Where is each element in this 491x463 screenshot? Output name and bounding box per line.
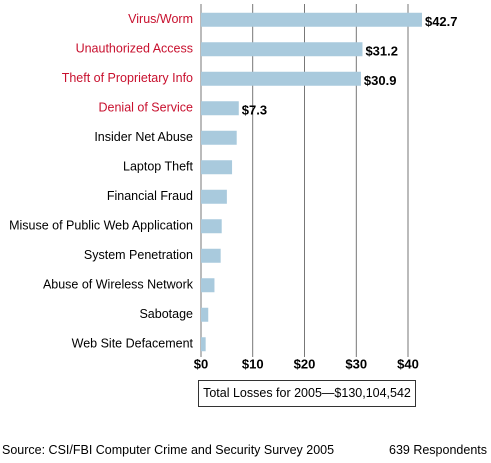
- respondents-count: 639 Respondents: [389, 443, 487, 457]
- category-label: System Penetration: [84, 248, 193, 262]
- bar: [201, 130, 237, 145]
- category-label: Insider Net Abuse: [94, 130, 193, 144]
- bar: [201, 12, 422, 27]
- data-label: $31.2: [365, 44, 398, 59]
- bar: [201, 307, 209, 322]
- data-label: $42.7: [425, 14, 458, 29]
- bar: [201, 160, 233, 175]
- category-label: Theft of Proprietary Info: [62, 71, 193, 85]
- category-label: Web Site Defacement: [72, 337, 194, 351]
- bars: [201, 12, 422, 352]
- category-label: Laptop Theft: [123, 160, 193, 174]
- data-labels: $42.7 $31.2 $30.9 $7.3: [242, 14, 458, 118]
- total-losses-box: Total Losses for 2005—$130,104,542: [198, 380, 416, 407]
- data-label: $30.9: [364, 73, 397, 88]
- x-axis-tick-labels: $0 $10 $20 $30 $40: [194, 356, 419, 371]
- x-tick-label: $30: [345, 356, 367, 371]
- data-label: $7.3: [242, 103, 267, 118]
- bar: [201, 71, 361, 86]
- category-label: Unauthorized Access: [76, 42, 193, 56]
- bar-chart: Virus/Worm Unauthorized Access Theft of Pr…: [9, 4, 458, 371]
- source-note: Source: CSI/FBI Computer Crime and Secur…: [2, 443, 335, 457]
- category-label: Denial of Service: [99, 101, 194, 115]
- bar: [201, 101, 239, 116]
- category-labels: Virus/Worm Unauthorized Access Theft of Pr…: [9, 12, 194, 351]
- bar: [201, 219, 222, 234]
- bar: [201, 42, 363, 57]
- category-label: Virus/Worm: [128, 12, 193, 26]
- category-label: Financial Fraud: [107, 189, 193, 203]
- bar: [201, 278, 215, 293]
- x-tick-label: $40: [397, 356, 419, 371]
- bar: [201, 189, 227, 204]
- x-tick-label: $0: [194, 356, 208, 371]
- category-label: Sabotage: [139, 307, 193, 321]
- bar: [201, 337, 206, 352]
- bar: [201, 248, 221, 263]
- gridlines: [200, 4, 409, 357]
- x-tick-label: $10: [242, 356, 264, 371]
- category-label: Abuse of Wireless Network: [43, 278, 194, 292]
- category-label: Misuse of Public Web Application: [9, 219, 193, 233]
- x-tick-label: $20: [294, 356, 316, 371]
